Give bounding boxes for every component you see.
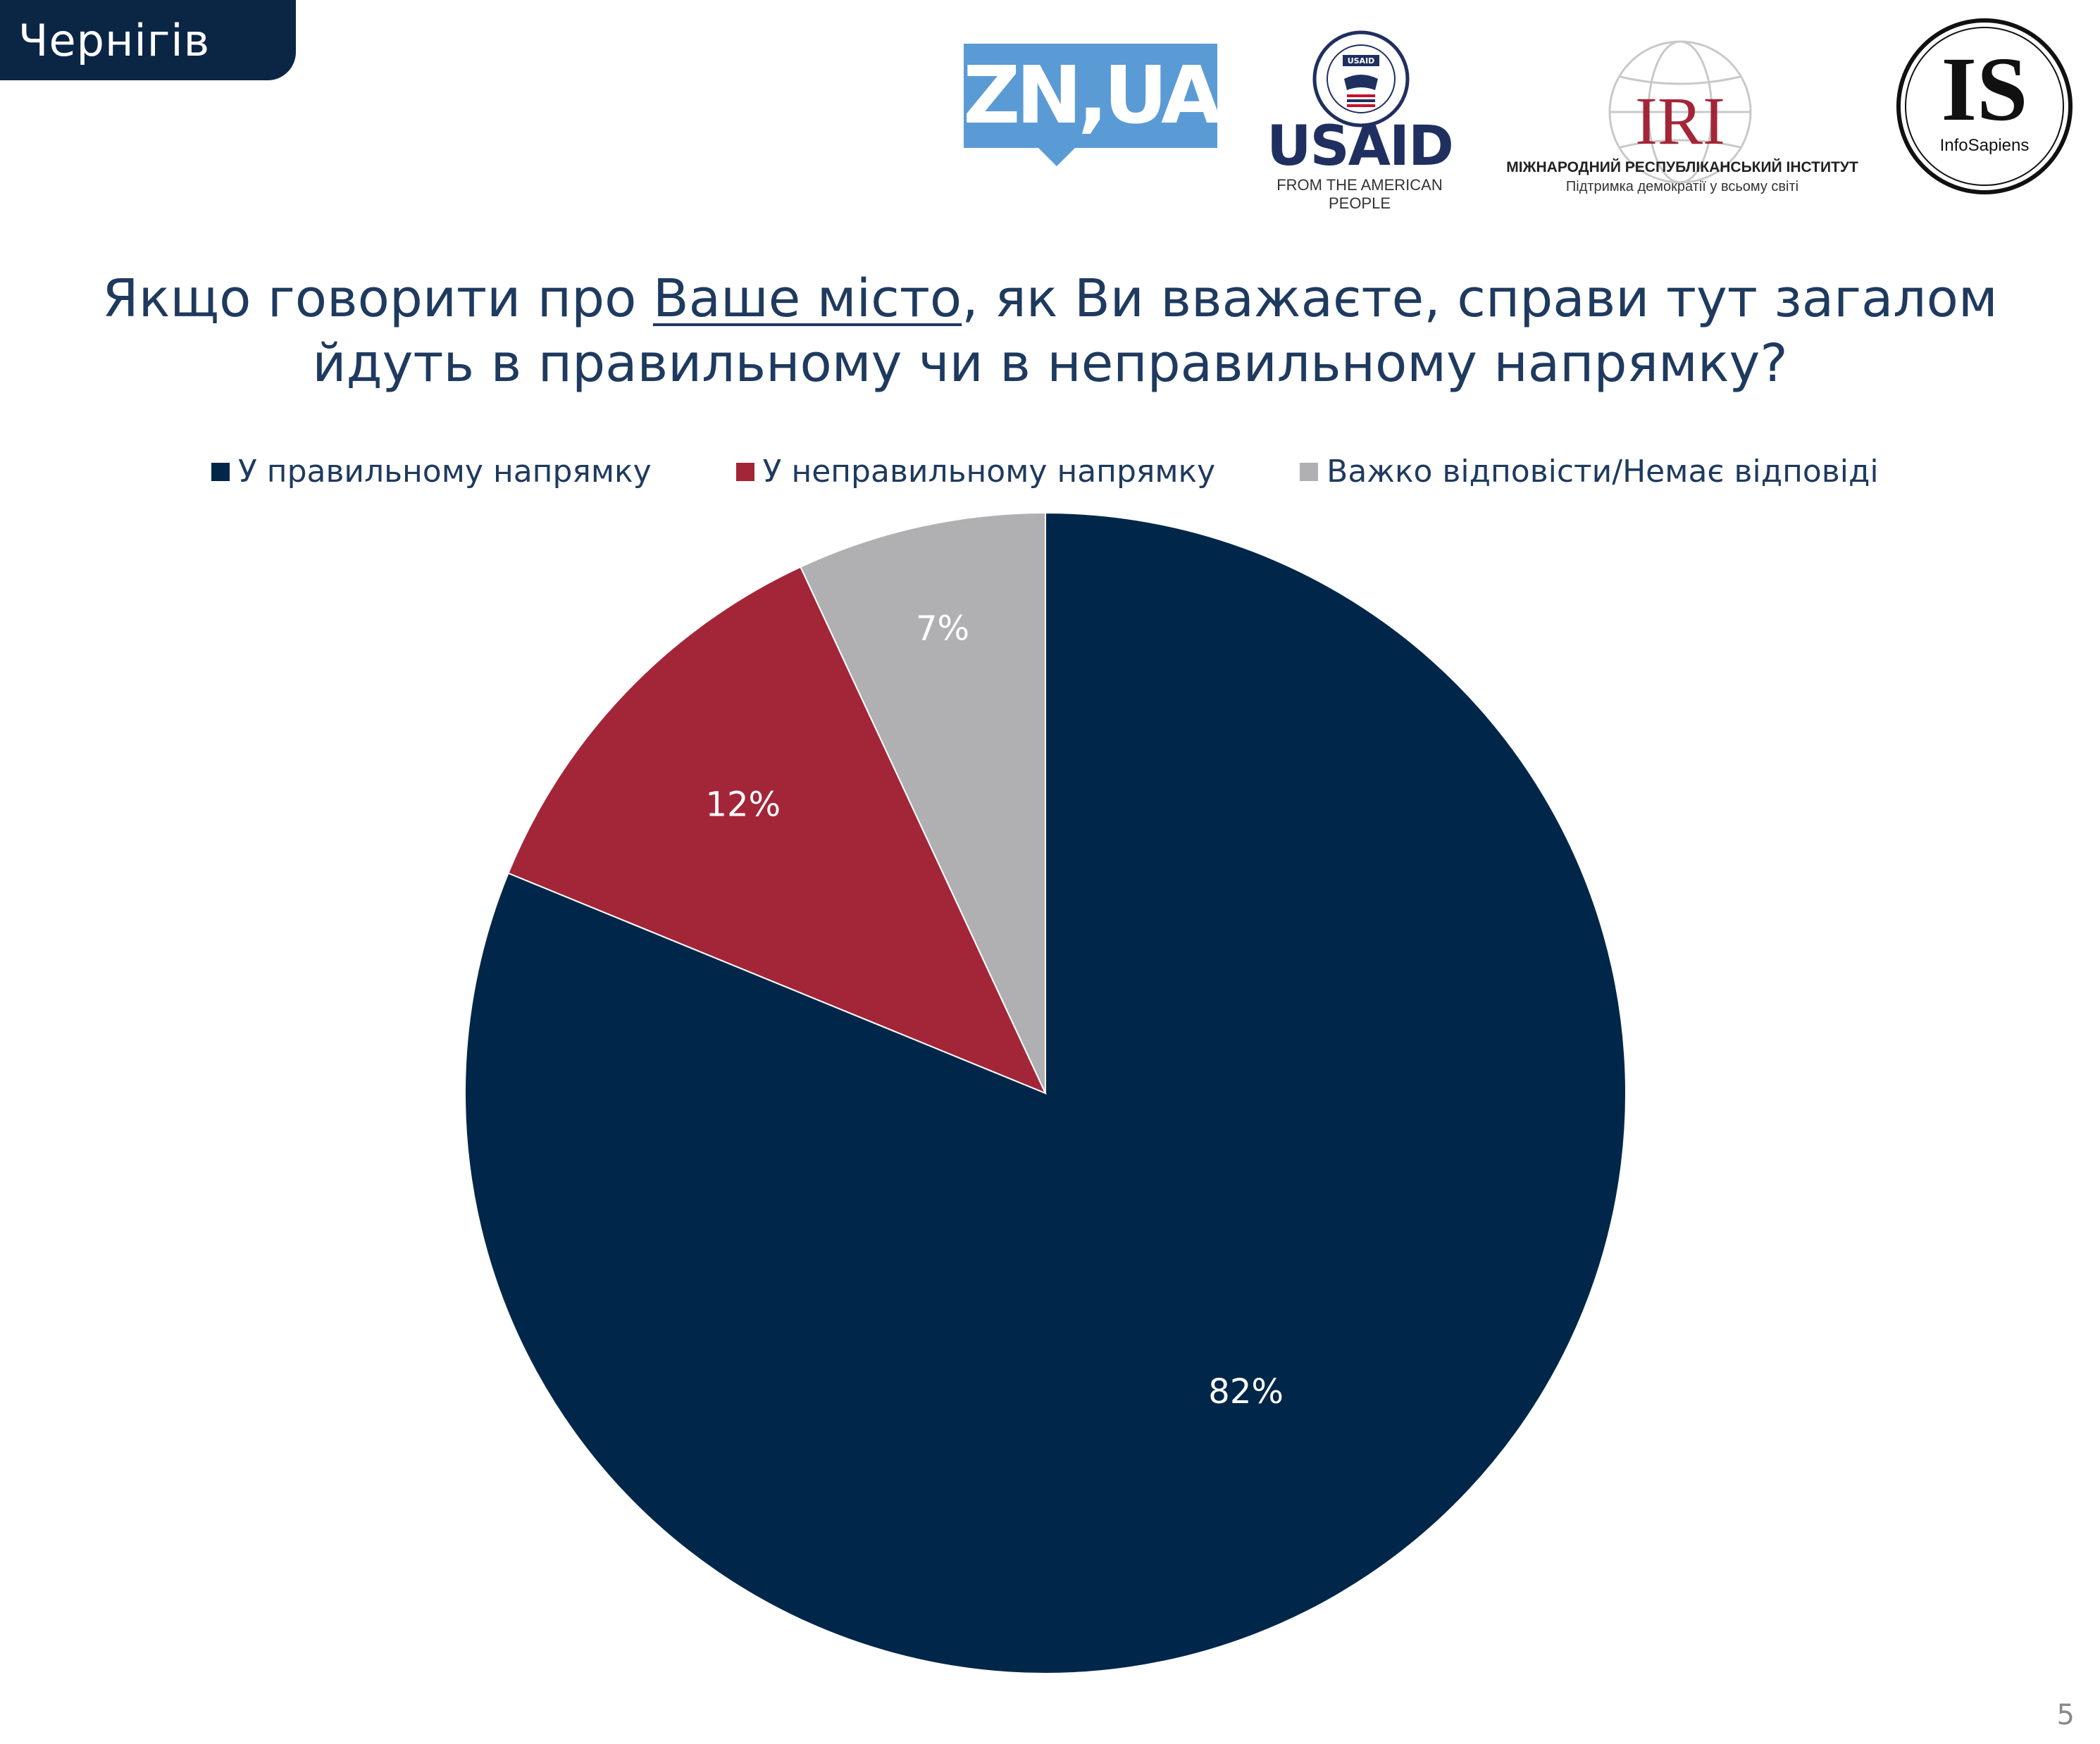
usaid-seal-text: USAID — [1348, 56, 1375, 66]
chart-title-underlined: Ваше місто — [652, 268, 962, 329]
iri-globe-logo: IRI — [1608, 40, 1752, 184]
usaid-logo: USAID FROM THE AMERICAN PEOPLE — [1254, 118, 1465, 213]
iri-logo-name: МІЖНАРОДНИЙ РЕСПУБЛІКАНСЬКИЙ ІНСТИТУТ — [1506, 159, 1858, 175]
zn-ua-logo-tail — [1036, 145, 1078, 166]
iri-logo-tagline: Підтримка демократії у всьому світі — [1565, 179, 1799, 194]
infosapiens-logo-name: InfoSapiens — [1940, 136, 2030, 155]
page-number: 5 — [2056, 1699, 2075, 1731]
pie-slice-hard-to-answer — [800, 511, 1046, 1094]
usaid-logo-subtitle: FROM THE AMERICAN PEOPLE — [1276, 176, 1443, 212]
pie-slice-wrong-direction — [507, 566, 1047, 1095]
region-tab: Чернігів — [0, 0, 296, 80]
usaid-logo-text: USAID — [1254, 118, 1465, 175]
legend-swatch-right-direction — [211, 462, 230, 481]
chart-title-line2: йдуть в правильному чи в неправильному н… — [312, 333, 1788, 394]
legend-label-wrong-direction: У неправильному напрямку — [762, 454, 1216, 490]
legend-swatch-hard-to-answer — [1300, 462, 1319, 481]
data-label-right-direction: 82% — [1208, 1372, 1284, 1412]
iri-logo-text: IRI — [1635, 83, 1725, 158]
data-label-wrong-direction: 12% — [705, 785, 781, 824]
zn-ua-logo: ZN,UA — [963, 44, 1222, 148]
infosapiens-logo: IS InfoSapiens — [1896, 18, 2073, 194]
usaid-logo-word: USAID — [1267, 115, 1454, 178]
legend-swatch-wrong-direction — [735, 462, 754, 481]
chart-title: Якщо говорити про Ваше місто, як Ви вваж… — [0, 266, 2100, 396]
usaid-seal-icon: USAID — [1312, 30, 1410, 127]
region-label: Чернігів — [18, 14, 211, 66]
legend-item-right-direction: У правильному напрямку — [211, 454, 652, 490]
chart-title-line1-pre: Якщо говорити про — [102, 268, 653, 329]
legend-item-wrong-direction: У неправильному напрямку — [735, 454, 1216, 490]
chart-title-line1-post: , як Ви вважаєте, справи тут загалом — [962, 268, 1998, 329]
data-label-hard-to-answer: 7% — [916, 609, 969, 648]
chart-title-line1: Якщо говорити про Ваше місто, як Ви вваж… — [0, 266, 2100, 331]
zn-ua-logo-text: ZN,UA — [963, 50, 1222, 142]
legend-item-hard-to-answer: Важко відповісти/Немає відповіді — [1300, 454, 1879, 490]
chart-legend: У правильному напрямку У неправильному н… — [211, 454, 1879, 490]
infosapiens-logo-letters: IS — [1941, 39, 2028, 140]
legend-label-hard-to-answer: Важко відповісти/Немає відповіді — [1327, 454, 1879, 490]
legend-label-right-direction: У правильному напрямку — [238, 454, 652, 490]
